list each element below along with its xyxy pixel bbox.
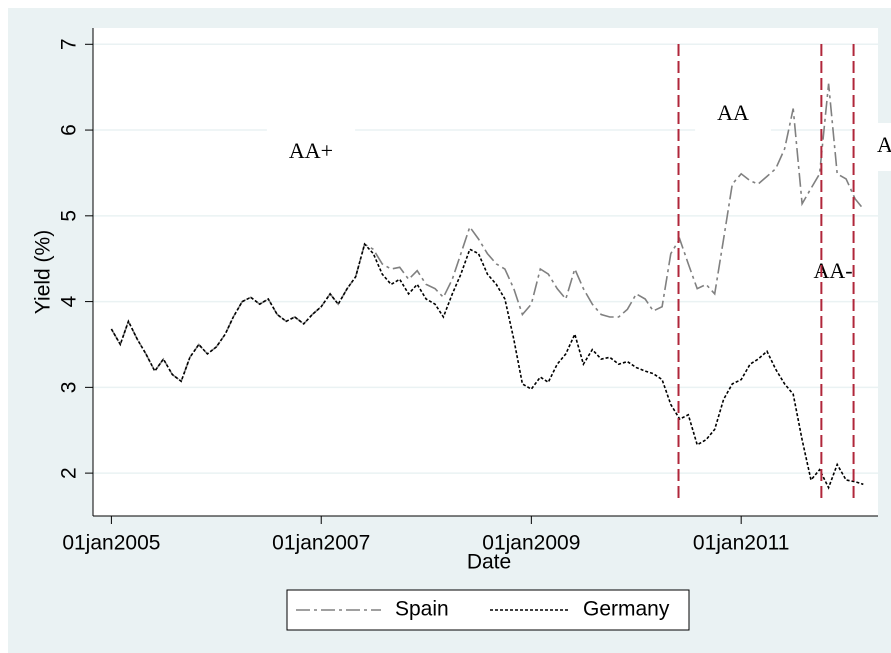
y-tick-label: 2 [58,467,81,479]
annotation: A [877,132,891,157]
series-line [110,242,864,490]
y-tick-label: 4 [58,295,81,307]
annotation-background [266,129,356,177]
x-tick-label: 01jan2011 [693,532,790,555]
x-tick-label: 01jan2007 [272,532,370,555]
y-tick-label: 7 [58,38,81,50]
y-tick-label: 3 [58,382,81,394]
series-line [110,83,864,383]
annotation: AA+ [289,138,333,163]
x-tick-label: 01jan2005 [62,532,160,555]
legend-items: Spain Germany [296,598,670,621]
lines [110,44,864,502]
y-tick-label: 5 [58,210,81,222]
annotations: AA+ AA AA- A [266,91,891,297]
grid [93,43,878,474]
annotation-background [791,249,875,297]
y-axis-title: Yield (%) [32,230,55,314]
y-tick-label: 6 [58,124,81,136]
annotation-background [855,123,891,171]
annotation: AA [717,100,749,125]
legend-label: Spain [395,598,449,621]
x-axis-title: Date [467,551,511,574]
annotation-background [695,91,771,139]
x-tick-label: 01jan2009 [482,532,580,555]
axes: 2 3 4 5 6 7 01jan2005 01jan2007 01jan2009 01jan20… [58,28,878,555]
annotation: AA- [813,258,852,283]
legend-label: Germany [583,598,670,621]
